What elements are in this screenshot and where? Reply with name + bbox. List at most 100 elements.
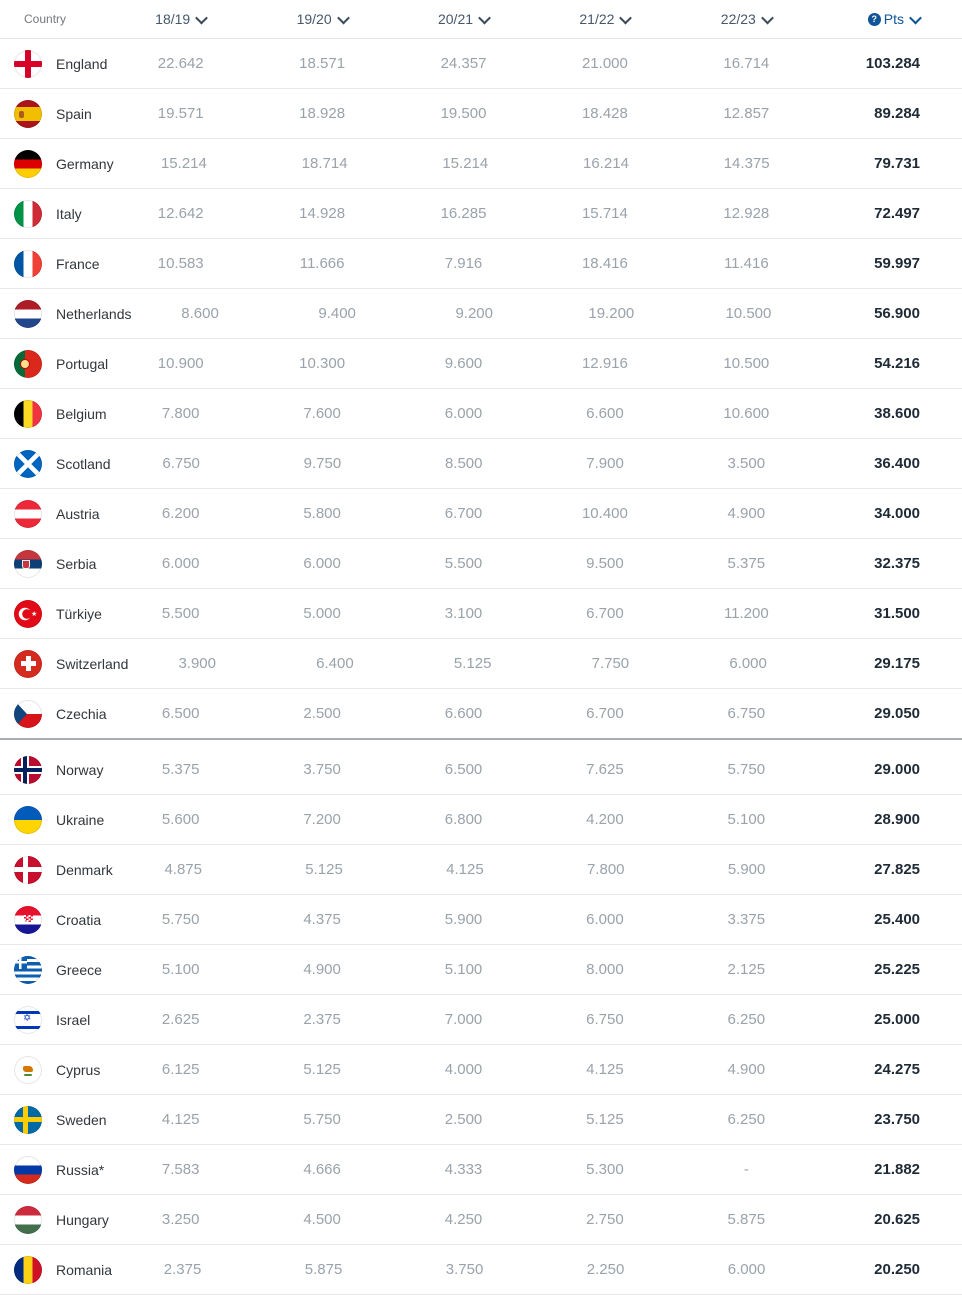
table-row[interactable]: Italy 12.642 14.928 16.285 15.714 12.928 72.49… bbox=[0, 189, 962, 239]
table-row[interactable]: Ukraine 5.600 7.200 6.800 4.200 5.100 28.900 bbox=[0, 795, 962, 845]
chevron-down-icon bbox=[336, 11, 350, 24]
season-value-cell: 16.714 bbox=[723, 55, 770, 72]
season-value-cell: 2.500 bbox=[303, 705, 341, 722]
season-value-cell: 12.916 bbox=[581, 355, 628, 372]
season-value-cell: 4.125 bbox=[586, 1061, 624, 1078]
season-value-cell: 5.900 bbox=[727, 861, 766, 878]
table-row[interactable]: Russia* 7.583 4.666 4.333 5.300 - 21.882 bbox=[0, 1145, 962, 1195]
table-row[interactable]: Romania 2.375 5.875 3.750 2.250 6.000 20.250 bbox=[0, 1245, 962, 1295]
season-value-cell: 5.750 bbox=[303, 1111, 341, 1128]
country-name: Netherlands bbox=[56, 305, 132, 322]
pts-column-header[interactable]: ? Pts bbox=[817, 11, 962, 27]
season-value-cell: 5.000 bbox=[303, 605, 341, 622]
table-row[interactable]: Scotland 6.750 9.750 8.500 7.900 3.500 36.400 bbox=[0, 439, 962, 489]
season-value-cell: 3.375 bbox=[727, 911, 766, 928]
country-name: France bbox=[56, 255, 100, 272]
table-row[interactable]: France 10.583 11.666 7.916 18.416 11.416 59.99… bbox=[0, 239, 962, 289]
table-row[interactable]: Portugal 10.900 10.300 9.600 12.916 10.500 54.… bbox=[0, 339, 962, 389]
season-value-cell: 7.800 bbox=[586, 861, 625, 878]
pts-value-cell: 31.500 bbox=[874, 605, 921, 622]
season-value-cell: 6.800 bbox=[444, 811, 483, 828]
season-headers: 18/19 19/20 20/21 21/22 22/23 bbox=[110, 11, 817, 27]
table-row[interactable]: Serbia 6.000 6.000 5.500 9.500 5.375 32.375 bbox=[0, 539, 962, 589]
season-header-label: 18/19 bbox=[155, 11, 191, 27]
season-value-cell: 6.000 bbox=[729, 655, 767, 672]
season-column-header-20-21[interactable]: 20/21 bbox=[393, 11, 534, 27]
table-row[interactable]: Hungary 3.250 4.500 4.250 2.750 5.875 20.625 bbox=[0, 1195, 962, 1245]
season-value-cell: 5.100 bbox=[161, 961, 200, 978]
ukraine-flag-icon bbox=[14, 805, 42, 834]
table-row[interactable]: Cyprus 6.125 5.125 4.000 4.125 4.900 24.275 bbox=[0, 1045, 962, 1095]
table-row[interactable]: Israel 2.625 2.375 7.000 6.750 6.250 25.000 bbox=[0, 995, 962, 1045]
season-value-cell: 4.200 bbox=[586, 811, 624, 828]
cyprus-flag-icon bbox=[14, 1055, 42, 1084]
pts-value-cell: 25.400 bbox=[874, 911, 921, 928]
season-value-cell: 5.800 bbox=[303, 505, 341, 522]
season-value-cell: 5.900 bbox=[444, 911, 483, 928]
season-value-cell: 10.500 bbox=[725, 305, 772, 322]
season-value-cell: 4.900 bbox=[727, 1061, 766, 1078]
country-cell: Austria bbox=[0, 499, 110, 528]
info-icon[interactable]: ? bbox=[867, 12, 881, 26]
country-name: Portugal bbox=[56, 355, 109, 372]
season-value-cell: 4.250 bbox=[444, 1211, 483, 1228]
season-column-header-18-19[interactable]: 18/19 bbox=[110, 11, 251, 27]
country-name: Russia* bbox=[56, 1161, 105, 1178]
table-row[interactable]: Austria 6.200 5.800 6.700 10.400 4.900 34.000 bbox=[0, 489, 962, 539]
table-body: England 22.642 18.571 24.357 21.000 16.714 103… bbox=[0, 39, 962, 1295]
serbia-flag-icon bbox=[14, 549, 42, 578]
season-value-cell: 18.416 bbox=[581, 255, 628, 272]
romania-flag-icon bbox=[14, 1255, 42, 1284]
season-value-cell: 4.375 bbox=[303, 911, 341, 928]
pts-value-cell: 72.497 bbox=[874, 205, 921, 222]
table-row[interactable]: Croatia 5.750 4.375 5.900 6.000 3.375 25.400 bbox=[0, 895, 962, 945]
table-row[interactable]: Germany 15.214 18.714 15.214 16.214 14.375 79.… bbox=[0, 139, 962, 189]
season-value-cell: 9.200 bbox=[455, 305, 493, 322]
season-value-cell: 7.625 bbox=[586, 761, 624, 778]
table-row[interactable]: Switzerland 3.900 6.400 5.125 7.750 6.000 29.1… bbox=[0, 639, 962, 689]
season-value-cell: 4.500 bbox=[303, 1211, 341, 1228]
country-cell: Sweden bbox=[0, 1105, 110, 1134]
italy-flag-icon bbox=[14, 199, 42, 228]
country-name: Sweden bbox=[56, 1111, 107, 1128]
season-value-cell: 6.500 bbox=[444, 761, 483, 778]
table-row[interactable]: Greece 5.100 4.900 5.100 8.000 2.125 25.225 bbox=[0, 945, 962, 995]
pts-value-cell: 56.900 bbox=[874, 305, 920, 322]
country-cell: Portugal bbox=[0, 349, 110, 378]
pts-value-cell: 79.731 bbox=[874, 155, 921, 172]
season-column-header-21-22[interactable]: 21/22 bbox=[534, 11, 675, 27]
country-cell: Romania bbox=[0, 1255, 113, 1284]
season-value-cell: 3.750 bbox=[303, 761, 341, 778]
table-row[interactable]: Spain 19.571 18.928 19.500 18.428 12.857 89.28… bbox=[0, 89, 962, 139]
table-row[interactable]: Netherlands 8.600 9.400 9.200 19.200 10.500 56… bbox=[0, 289, 962, 339]
season-value-cell: 4.875 bbox=[164, 861, 202, 878]
table-row[interactable]: Denmark 4.875 5.125 4.125 7.800 5.900 27.825 bbox=[0, 845, 962, 895]
pts-value-cell: 21.882 bbox=[874, 1161, 921, 1178]
country-cell: Croatia bbox=[0, 905, 110, 934]
country-name: Greece bbox=[56, 961, 102, 978]
country-name: Romania bbox=[56, 1261, 113, 1278]
table-row[interactable]: Sweden 4.125 5.750 2.500 5.125 6.250 23.750 bbox=[0, 1095, 962, 1145]
season-column-header-22-23[interactable]: 22/23 bbox=[676, 11, 817, 27]
turkiye-flag-icon bbox=[14, 599, 42, 628]
season-value-cell: 5.875 bbox=[727, 1211, 766, 1228]
france-flag-icon bbox=[14, 249, 42, 278]
season-column-header-19-20[interactable]: 19/20 bbox=[251, 11, 392, 27]
pts-value-cell: 29.175 bbox=[874, 655, 920, 672]
season-value-cell: 4.000 bbox=[444, 1061, 483, 1078]
table-row[interactable]: England 22.642 18.571 24.357 21.000 16.714 103… bbox=[0, 39, 962, 89]
table-row[interactable]: Türkiye 5.500 5.000 3.100 6.700 11.200 31.500 bbox=[0, 589, 962, 639]
season-value-cell: 6.000 bbox=[303, 555, 341, 572]
season-value-cell: 4.333 bbox=[444, 1161, 483, 1178]
country-cell: Israel bbox=[0, 1005, 110, 1034]
table-row[interactable]: Belgium 7.800 7.600 6.000 6.600 10.600 38.600 bbox=[0, 389, 962, 439]
country-name: Croatia bbox=[56, 911, 102, 928]
country-cell: Netherlands bbox=[0, 299, 132, 328]
season-value-cell: 9.500 bbox=[586, 555, 624, 572]
table-row[interactable]: Norway 5.375 3.750 6.500 7.625 5.750 29.000 bbox=[0, 745, 962, 795]
season-value-cell: 4.900 bbox=[727, 505, 766, 522]
season-value-cell: 6.600 bbox=[586, 405, 624, 422]
country-name: Israel bbox=[56, 1011, 91, 1028]
table-row[interactable]: Czechia 6.500 2.500 6.600 6.700 6.750 29.050 bbox=[0, 689, 962, 740]
season-value-cell: 4.125 bbox=[161, 1111, 200, 1128]
